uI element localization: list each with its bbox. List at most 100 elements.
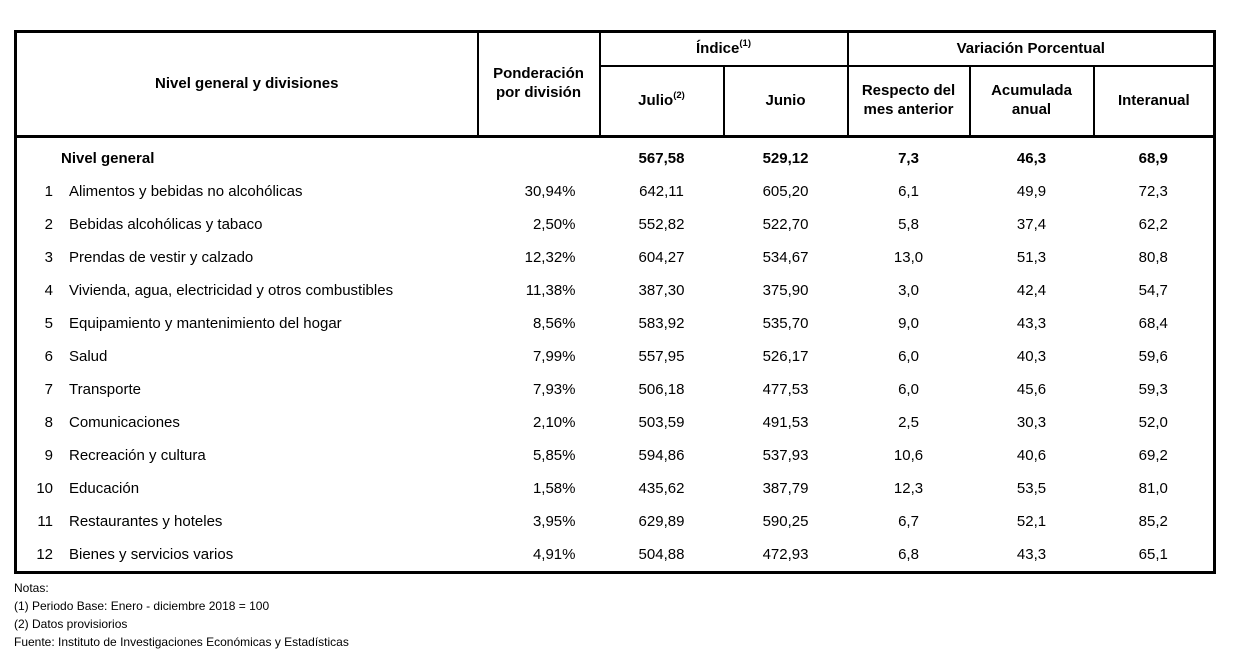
cell-var-yoy: 62,2 (1138, 216, 1168, 233)
cell-index-junio: 605,20 (762, 183, 809, 200)
cell-weight: 1,58% (532, 480, 576, 497)
cell-weight: 4,91% (532, 546, 576, 563)
cell-index-junio: 522,70 (762, 216, 809, 233)
table-row: 8 Comunicaciones 2,10% 503,59 491,53 2,5 … (16, 406, 1215, 439)
cell-index-julio: 594,86 (638, 447, 685, 464)
table-body: Nivel general 567,58 529,12 7,3 46,3 68,… (16, 137, 1215, 573)
cell-division-name: 12 Bienes y servicios varios (16, 538, 478, 573)
group-header-index-label: Índice (696, 39, 740, 57)
cell-var-yoy: 85,2 (1138, 513, 1168, 530)
division-label: Comunicaciones (69, 414, 180, 431)
cell-var-yoy: 59,3 (1138, 381, 1168, 398)
division-label: Recreación y cultura (69, 447, 206, 464)
cell-index-julio: 583,92 (638, 315, 685, 332)
cell-var-month: 5,8 (898, 216, 919, 233)
cell-index-junio: 491,53 (762, 414, 809, 431)
cell-var-accum: 46,3 (1016, 150, 1047, 167)
cell-division-name: 11 Restaurantes y hoteles (16, 505, 478, 538)
cell-var-accum: 40,6 (1016, 447, 1047, 464)
cell-index-junio: 534,67 (762, 249, 809, 266)
cell-var-month: 2,5 (898, 414, 919, 431)
col-header-divisions: Nivel general y divisiones (14, 30, 479, 138)
source-line: Fuente: Instituto de Investigaciones Eco… (14, 635, 349, 649)
division-number: 8 (44, 414, 53, 431)
group-header-variation: Variación Porcentual (846, 30, 1216, 67)
division-label: Bienes y servicios varios (69, 546, 234, 563)
division-number: 1 (44, 183, 53, 200)
cell-index-julio: 504,88 (638, 546, 685, 563)
cell-var-accum: 43,3 (1016, 315, 1047, 332)
cell-var-month: 10,6 (893, 447, 924, 464)
division-label: Vivienda, agua, electricidad y otros com… (69, 282, 394, 299)
col-header-month-variation: Respecto del mes anterior (846, 65, 971, 138)
cell-index-junio: 375,90 (762, 282, 809, 299)
cell-var-accum: 37,4 (1016, 216, 1047, 233)
col-header-weight: Ponderación por división (476, 30, 601, 138)
report-page: Nivel general y divisiones Ponderación p… (14, 30, 1217, 651)
cell-index-junio: 477,53 (762, 381, 809, 398)
cell-var-month: 6,0 (898, 348, 919, 365)
cell-var-yoy: 72,3 (1138, 183, 1168, 200)
cell-index-julio: 435,62 (638, 480, 685, 497)
cell-var-yoy: 54,7 (1138, 282, 1168, 299)
cell-division-name: 1 Alimentos y bebidas no alcohólicas (16, 175, 478, 208)
cell-index-julio: 552,82 (638, 216, 685, 233)
division-label: Prendas de vestir y calzado (69, 249, 254, 266)
col-header-accumulated: Acumulada anual (968, 65, 1095, 138)
cell-var-accum: 43,3 (1016, 546, 1047, 563)
division-number: 3 (44, 249, 53, 266)
table-row: 5 Equipamiento y mantenimiento del hogar … (16, 307, 1215, 340)
division-number: 6 (44, 348, 53, 365)
cell-var-month: 3,0 (898, 282, 919, 299)
cell-division-name: 10 Educación (16, 472, 478, 505)
cell-index-julio: 642,11 (639, 183, 684, 200)
footnote-marker-1: (1) (739, 37, 751, 49)
cell-division-name: 5 Equipamiento y mantenimiento del hogar (16, 307, 478, 340)
cell-var-month: 12,3 (893, 480, 924, 497)
cell-weight: 3,95% (532, 513, 576, 530)
cell-var-yoy: 68,9 (1138, 150, 1168, 167)
cell-division-name: 9 Recreación y cultura (16, 439, 478, 472)
division-label: Transporte (69, 381, 141, 398)
cell-weight: 12,32% (524, 249, 576, 266)
cell-var-month: 7,3 (898, 150, 919, 167)
col-header-julio-label: Julio (638, 91, 674, 109)
cell-index-junio: 535,70 (762, 315, 809, 332)
division-label: Equipamiento y mantenimiento del hogar (69, 315, 342, 332)
cell-var-month: 9,0 (898, 315, 919, 332)
cell-division-name: 3 Prendas de vestir y calzado (16, 241, 478, 274)
table-row: 4 Vivienda, agua, electricidad y otros co… (16, 274, 1215, 307)
cell-weight: 7,99% (532, 348, 576, 365)
group-header-index: Índice(1) (598, 30, 849, 67)
cell-index-julio: 506,18 (638, 381, 685, 398)
table-row: 10 Educación 1,58% 435,62 387,79 12,3 53,… (16, 472, 1215, 505)
cell-var-yoy: 81,0 (1138, 480, 1168, 497)
cell-var-month: 13,0 (893, 249, 924, 266)
cell-var-accum: 42,4 (1016, 282, 1047, 299)
table-row: 1 Alimentos y bebidas no alcohólicas 30,9… (16, 175, 1215, 208)
division-number: 12 (36, 546, 53, 563)
division-label: Salud (69, 348, 108, 365)
cell-index-julio: 604,27 (638, 249, 685, 266)
cell-var-accum: 49,9 (1016, 183, 1047, 200)
cell-var-month: 6,8 (898, 546, 919, 563)
price-index-table: Nivel general y divisiones Ponderación p… (14, 30, 1217, 574)
table-row: 12 Bienes y servicios varios 4,91% 504,88… (16, 538, 1215, 573)
col-header-julio: Julio(2) (598, 65, 725, 138)
table-row: 6 Salud 7,99% 557,95 526,17 6,0 40,3 59,6 (16, 340, 1215, 373)
division-label: Bebidas alcohólicas y tabaco (69, 216, 263, 233)
cell-var-accum: 45,6 (1016, 381, 1047, 398)
cell-division-name: 2 Bebidas alcohólicas y tabaco (16, 208, 478, 241)
cell-index-junio: 472,93 (762, 546, 809, 563)
division-number: 2 (44, 216, 53, 233)
cell-var-accum: 52,1 (1016, 513, 1047, 530)
footnote-line: (2) Datos provisiorios (14, 617, 128, 631)
cell-index-julio: 387,30 (638, 282, 685, 299)
division-label: Restaurantes y hoteles (69, 513, 223, 530)
table-row: 11 Restaurantes y hoteles 3,95% 629,89 59… (16, 505, 1215, 538)
division-label: Nivel general (61, 150, 155, 167)
cell-weight: 30,94% (524, 183, 576, 200)
table-row: 7 Transporte 7,93% 506,18 477,53 6,0 45,6… (16, 373, 1215, 406)
division-number: 7 (44, 381, 53, 398)
division-label: Alimentos y bebidas no alcohólicas (69, 183, 303, 200)
